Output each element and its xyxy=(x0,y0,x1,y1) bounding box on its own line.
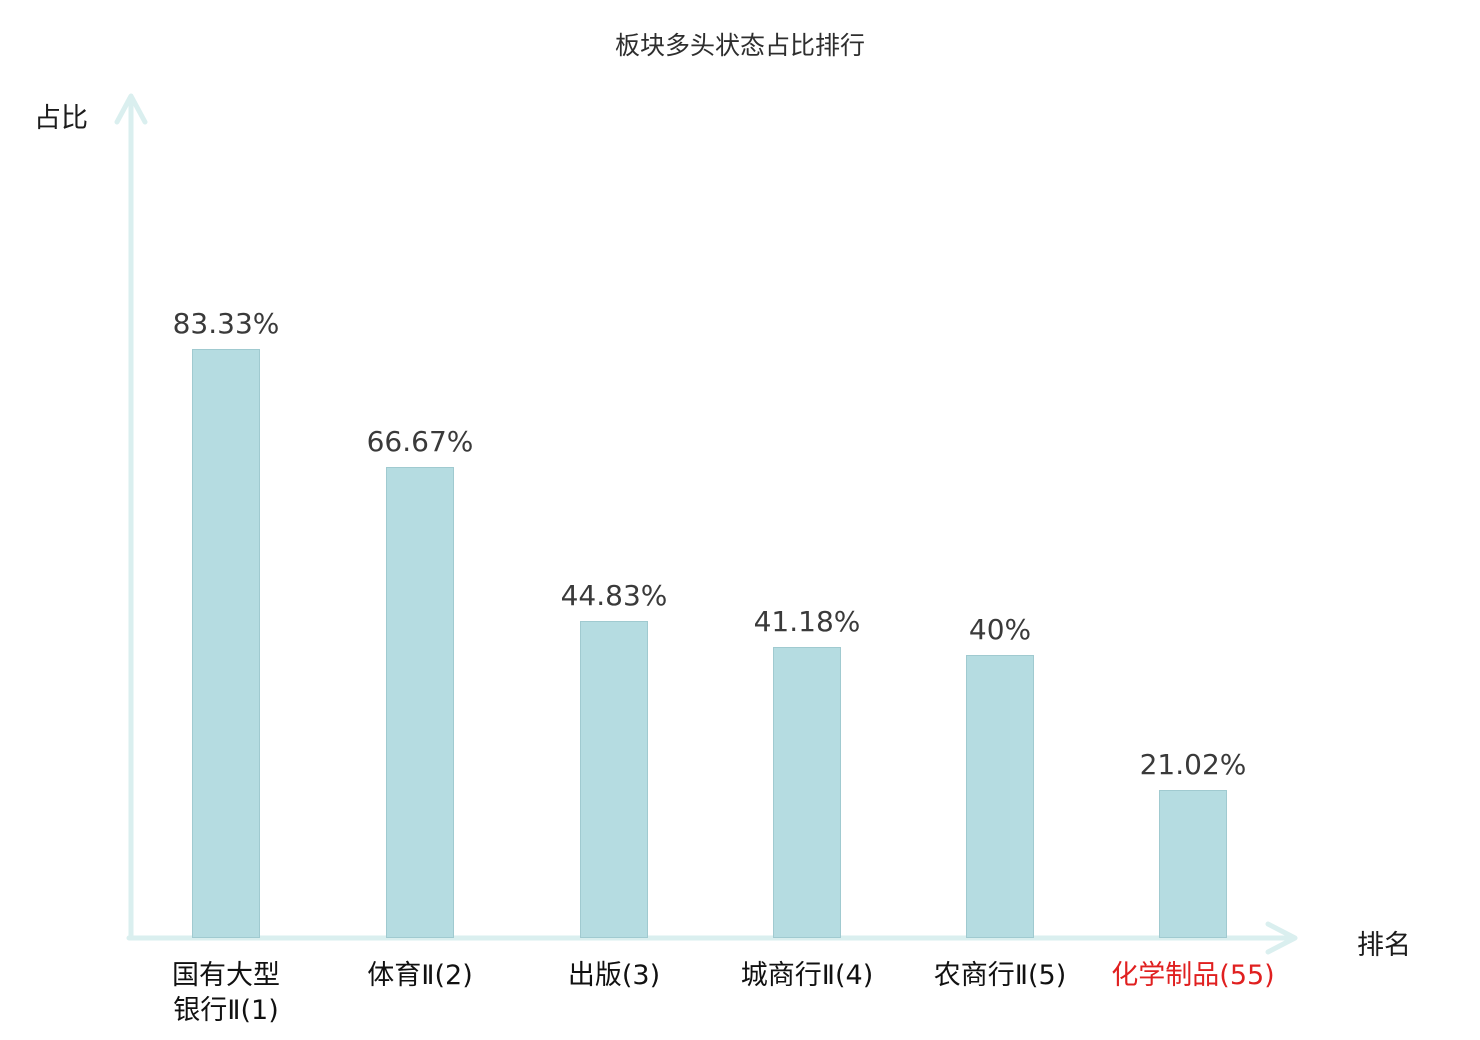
bar-value-label: 44.83% xyxy=(560,579,668,612)
bar xyxy=(1159,790,1227,938)
bar xyxy=(580,621,648,938)
bar-value-label: 21.02% xyxy=(1139,748,1247,781)
bar-value-label: 40% xyxy=(968,613,1032,646)
plot-area: 83.33% 国有大型 银行Ⅱ(1) 66.67% 体育Ⅱ(2) 44.83% … xyxy=(129,90,1300,1026)
bar-value-label: 83.33% xyxy=(172,307,280,340)
y-axis-label: 占比 xyxy=(34,103,88,134)
bar-category-label: 农商行Ⅱ(5) xyxy=(933,960,1067,991)
bar-category-label: 出版(3) xyxy=(567,960,661,991)
bar-group: 66.67% 体育Ⅱ(2) xyxy=(323,425,517,991)
bar-value-label: 41.18% xyxy=(753,605,861,638)
bar-value-label: 66.67% xyxy=(366,425,474,458)
x-axis-label: 排名 xyxy=(1357,930,1411,961)
bar-category-label: 国有大型 银行Ⅱ(1) xyxy=(172,960,280,1027)
bar-group: 44.83% 出版(3) xyxy=(517,579,711,991)
bar-category-label: 城商行Ⅱ(4) xyxy=(740,960,874,991)
bar xyxy=(966,655,1034,938)
bar-group: 40% 农商行Ⅱ(5) xyxy=(903,613,1097,991)
bar-group: 21.02% 化学制品(55) xyxy=(1096,748,1290,991)
bar-category-label: 体育Ⅱ(2) xyxy=(367,960,473,991)
chart-title: 板块多头状态占比排行 xyxy=(614,31,865,60)
bar-group: 83.33% 国有大型 银行Ⅱ(1) xyxy=(129,307,323,1026)
bar-category-label: 化学制品(55) xyxy=(1111,960,1275,991)
bar xyxy=(386,467,454,938)
bar xyxy=(192,349,260,938)
bar-group: 41.18% 城商行Ⅱ(4) xyxy=(710,605,904,991)
bar xyxy=(773,647,841,938)
